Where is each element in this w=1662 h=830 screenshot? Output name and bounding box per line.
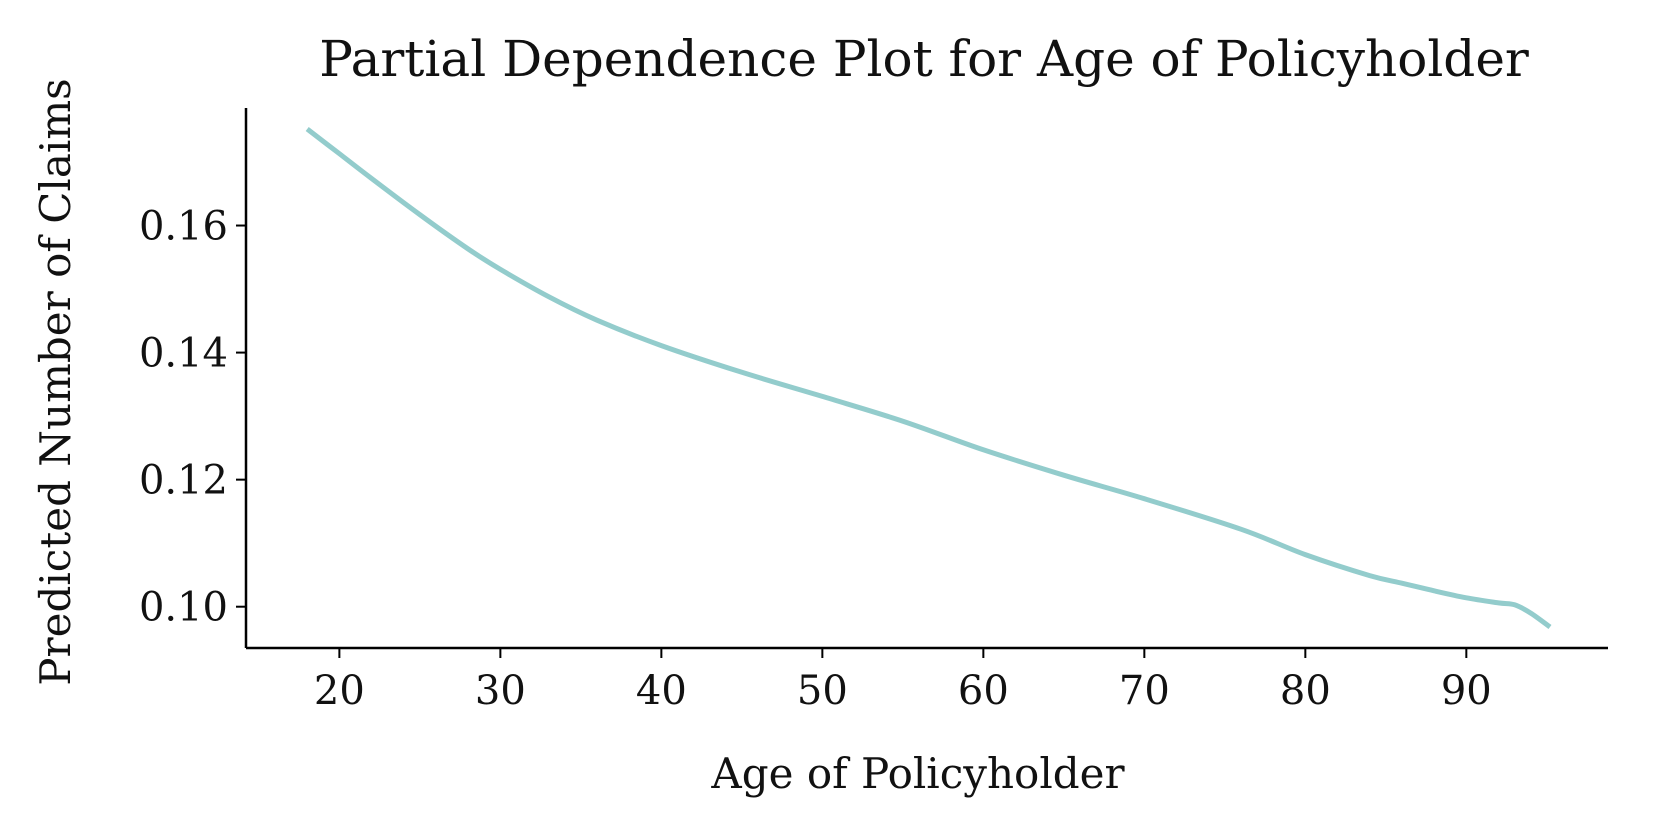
x-tick-label: 70 [1119,668,1170,714]
axes: 20 30 40 50 60 70 80 90 0.10 0.12 0.14 0.16 [139,108,1608,714]
x-tick-label: 80 [1280,668,1331,714]
series-line [305,127,1552,630]
chart-title: Partial Dependence Plot for Age of Polic… [319,30,1529,88]
x-tick-label: 40 [636,668,687,714]
y-tick-label: 0.16 [139,204,228,250]
y-tick-label: 0.14 [139,331,228,377]
y-tick-label: 0.12 [139,458,228,504]
x-tick-label: 50 [797,668,848,714]
x-tick-label: 60 [958,668,1009,714]
x-tick-label: 20 [314,668,365,714]
series-layer [305,127,1552,630]
y-axis-label: Predicted Number of Claims [31,78,80,685]
x-tick-label: 30 [475,668,526,714]
x-axis-label: Age of Policyholder [710,749,1125,798]
x-tick-label: 90 [1441,668,1492,714]
y-tick-label: 0.10 [139,585,228,631]
